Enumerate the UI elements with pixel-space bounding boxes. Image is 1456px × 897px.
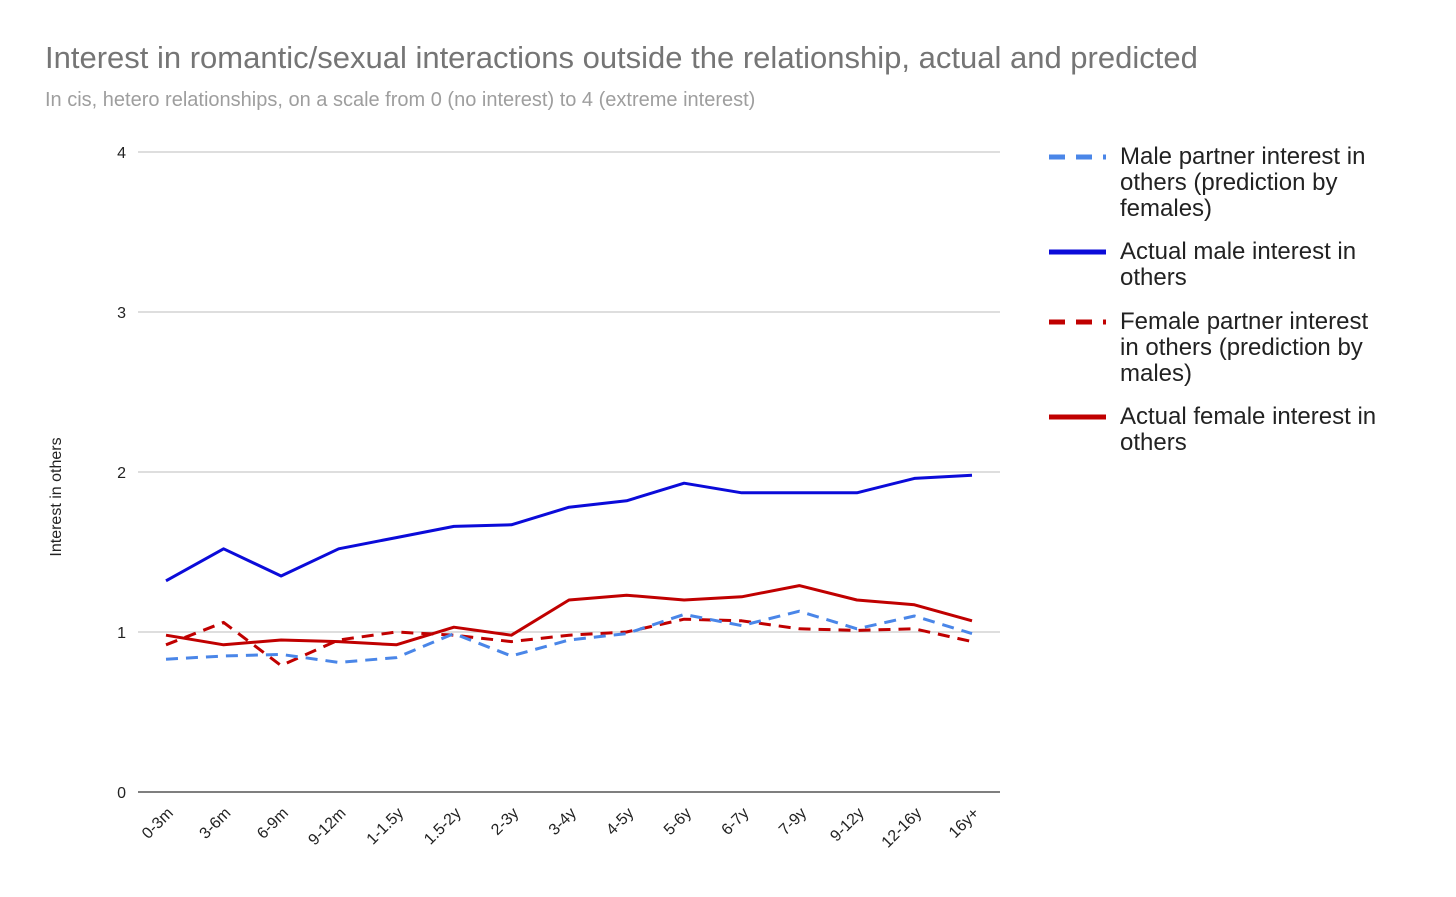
y-axis-label: Interest in others [48, 437, 65, 556]
legend-label: Male partner interest in [1120, 143, 1365, 170]
y-tick-label: 4 [117, 145, 126, 162]
x-tick-label: 3-6m [197, 805, 235, 843]
legend-label: Actual female interest in [1120, 403, 1376, 430]
x-tick-label: 9-12m [305, 805, 349, 849]
series-lines [165, 473, 973, 668]
x-tick-label: 6-9m [254, 805, 292, 843]
legend-label: in others (prediction by [1120, 334, 1363, 361]
legend-label: females) [1120, 195, 1212, 222]
x-tick-label: 2-3y [488, 805, 522, 839]
chart-subtitle: In cis, hetero relationships, on a scale… [45, 89, 756, 111]
chart-title: Interest in romantic/sexual interactions… [45, 40, 1198, 75]
series-line-2 [165, 473, 973, 583]
legend-label: Actual male interest in [1120, 238, 1356, 265]
y-axis-ticks: 0 1 2 3 4 [117, 145, 126, 802]
series-line-4 [165, 584, 973, 647]
y-tick-label: 0 [117, 785, 126, 802]
x-tick-label: 16y+ [946, 805, 983, 842]
x-tick-label: 4-5y [603, 805, 637, 839]
y-tick-label: 2 [117, 465, 126, 482]
series-line-3 [165, 617, 973, 668]
x-axis-ticks: 0-3m 3-6m 6-9m 9-12m 1-1.5y 1.5-2y 2-3y 3-4y 4-5… [139, 805, 983, 852]
legend-label: others (prediction by [1120, 169, 1337, 196]
gridlines [138, 151, 1000, 793]
x-tick-label: 0-3m [139, 805, 177, 843]
legend-label: Female partner interest [1120, 308, 1368, 335]
y-tick-label: 3 [117, 305, 126, 322]
legend-label: others [1120, 429, 1187, 456]
y-tick-label: 1 [117, 625, 126, 642]
x-tick-label: 9-12y [827, 805, 867, 845]
x-tick-label: 12-16y [879, 805, 926, 852]
legend-label: males) [1120, 360, 1192, 387]
x-tick-label: 5-6y [661, 805, 695, 839]
x-tick-label: 6-7y [719, 805, 753, 839]
series-line-1 [165, 609, 973, 664]
legend-label: others [1120, 264, 1187, 291]
x-tick-label: 7-9y [776, 805, 810, 839]
x-tick-label: 1-1.5y [364, 805, 407, 848]
x-tick-label: 3-4y [546, 805, 580, 839]
x-tick-label: 1.5-2y [421, 805, 464, 848]
